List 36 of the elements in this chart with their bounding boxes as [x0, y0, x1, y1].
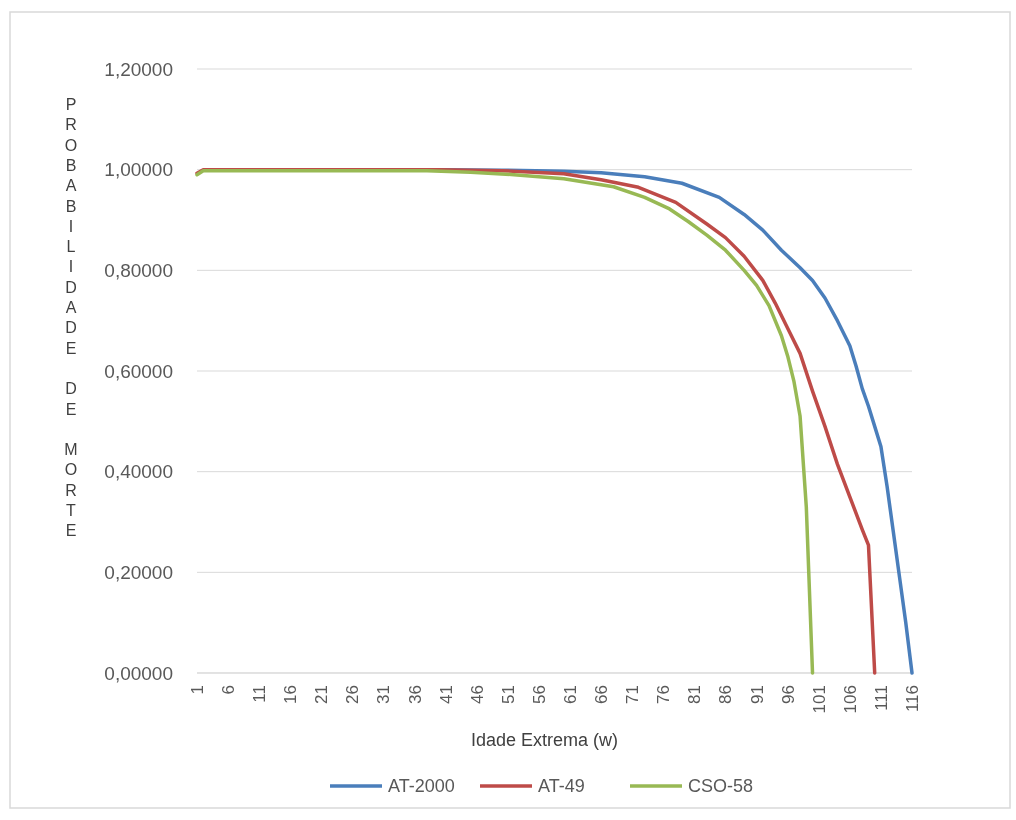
x-tick-label: 101: [809, 685, 829, 714]
x-tick-label: 46: [467, 685, 487, 704]
x-tick-label: 1: [187, 685, 207, 695]
text: PROBABILIDADE DE MORTE: [64, 96, 78, 540]
legend-label: CSO-58: [688, 776, 754, 797]
x-tick-label: 26: [343, 685, 363, 704]
legend-label: AT-2000: [388, 776, 455, 797]
x-tick-label: 61: [560, 685, 580, 704]
x-tick-label: 51: [498, 685, 518, 704]
x-tick-label: 111: [871, 685, 891, 711]
x-tick-label: 16: [281, 685, 301, 704]
x-tick-label: 21: [312, 685, 332, 704]
x-tick-label: 106: [840, 685, 860, 714]
x-tick-label: 91: [747, 685, 767, 704]
x-tick-label: 66: [592, 685, 612, 704]
x-tick-label: 76: [654, 685, 674, 704]
x-tick-label: 31: [374, 685, 394, 704]
y-tick-label: 0,20000: [104, 561, 173, 583]
y-tick-label: 0,60000: [104, 360, 173, 382]
x-tick-label: 96: [778, 685, 798, 704]
x-tick-label: 36: [405, 685, 425, 704]
x-tick-label: 86: [716, 685, 736, 704]
x-tick-label: 41: [436, 685, 456, 704]
x-tick-label: 56: [529, 685, 549, 704]
y-tick-label: 1,20000: [104, 58, 173, 80]
y-tick-label: 1,00000: [104, 159, 173, 181]
legend-label: AT-49: [538, 776, 585, 797]
x-tick-label: 11: [250, 685, 270, 703]
y-tick-label: 0,00000: [104, 662, 173, 684]
x-tick-label: 116: [902, 685, 922, 713]
x-tick-label: 6: [219, 685, 239, 695]
y-tick-label: 0,80000: [104, 259, 173, 281]
y-tick-label: 0,40000: [104, 461, 173, 483]
x-tick-label: 71: [623, 685, 643, 704]
x-axis-title: Idade Extrema (w): [470, 730, 619, 750]
x-tick-label: 81: [685, 685, 705, 704]
